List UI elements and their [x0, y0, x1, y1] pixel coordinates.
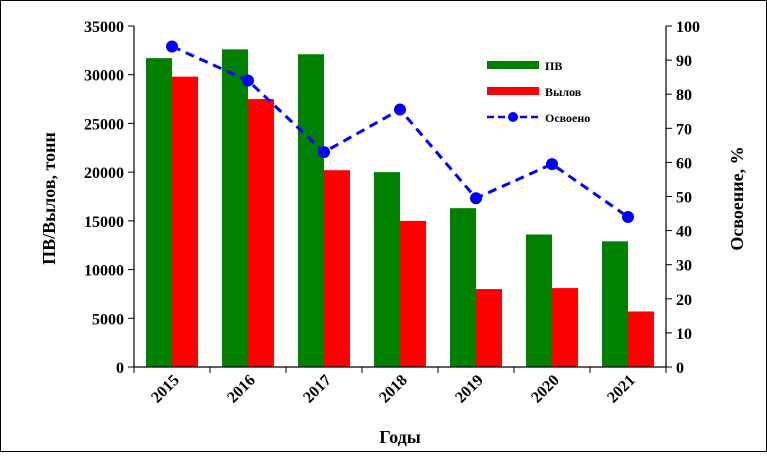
- point-Освоено-2021: [622, 210, 634, 223]
- bar-ПВ-2020: [526, 234, 552, 367]
- y-tick-label-15000: 15000: [84, 214, 124, 231]
- point-Освоено-2015: [166, 40, 178, 53]
- x-tick-label-2016: 2016: [224, 372, 259, 407]
- x-tick-label-2018: 2018: [376, 372, 411, 407]
- y-axis-title: ПВ/Вылов, тонн: [39, 132, 59, 265]
- y2-tick-label-70: 70: [676, 121, 692, 138]
- bar-ПВ-2016: [222, 49, 248, 367]
- bar-ПВ-2017: [298, 54, 324, 368]
- x-tick-label-2021: 2021: [604, 372, 639, 407]
- y2-tick-label-60: 60: [676, 155, 692, 172]
- legend-label-Вылов: Вылов: [545, 85, 582, 99]
- y2-tick-label-0: 0: [676, 360, 684, 377]
- point-Освоено-2017: [318, 146, 330, 159]
- y-tick-label-30000: 30000: [84, 68, 124, 85]
- y2-tick-label-80: 80: [676, 87, 692, 104]
- point-Освоено-2018: [394, 103, 406, 116]
- x-tick-label-2017: 2017: [300, 372, 335, 407]
- x-tick-label-2020: 2020: [528, 372, 563, 407]
- x-tick-label-2019: 2019: [452, 372, 487, 407]
- y-tick-label-25000: 25000: [84, 116, 124, 133]
- y2-tick-label-10: 10: [676, 326, 692, 343]
- y-tick-label-20000: 20000: [84, 165, 124, 182]
- bar-Вылов-2015: [172, 76, 198, 368]
- x-tick-label-2015: 2015: [148, 372, 183, 407]
- y-tick-label-35000: 35000: [84, 19, 124, 36]
- point-Освоено-2020: [546, 158, 558, 171]
- bar-Вылов-2017: [324, 170, 350, 367]
- legend-swatch-Вылов: [487, 87, 539, 95]
- bar-Вылов-2018: [400, 220, 426, 367]
- y2-tick-label-20: 20: [676, 292, 692, 309]
- legend-label-ПВ: ПВ: [545, 59, 562, 73]
- y2-tick-label-40: 40: [676, 224, 692, 241]
- y-tick-label-0: 0: [116, 360, 124, 377]
- bar-Вылов-2016: [248, 99, 274, 368]
- bar-ПВ-2019: [450, 208, 476, 367]
- bar-ПВ-2018: [374, 172, 400, 367]
- point-Освоено-2016: [242, 74, 254, 87]
- bar-Вылов-2019: [476, 289, 502, 367]
- y2-tick-label-30: 30: [676, 258, 692, 275]
- legend-swatch-ПВ: [487, 61, 539, 69]
- legend-marker-Освоено: [508, 112, 518, 122]
- x-axis-title: Годы: [379, 427, 421, 447]
- bar-Вылов-2021: [628, 311, 654, 367]
- bar-ПВ-2015: [146, 58, 172, 367]
- legend-label-Освоено: Освоено: [545, 111, 590, 125]
- y2-tick-label-100: 100: [676, 19, 700, 36]
- y-tick-label-5000: 5000: [92, 311, 124, 328]
- point-Освоено-2019: [470, 192, 482, 205]
- y2-tick-label-50: 50: [676, 190, 692, 207]
- bar-ПВ-2021: [602, 241, 628, 367]
- y2-axis-title: Освоение, %: [727, 146, 747, 250]
- bar-Вылов-2020: [552, 288, 578, 367]
- y2-tick-label-90: 90: [676, 53, 692, 70]
- y-tick-label-10000: 10000: [84, 263, 124, 280]
